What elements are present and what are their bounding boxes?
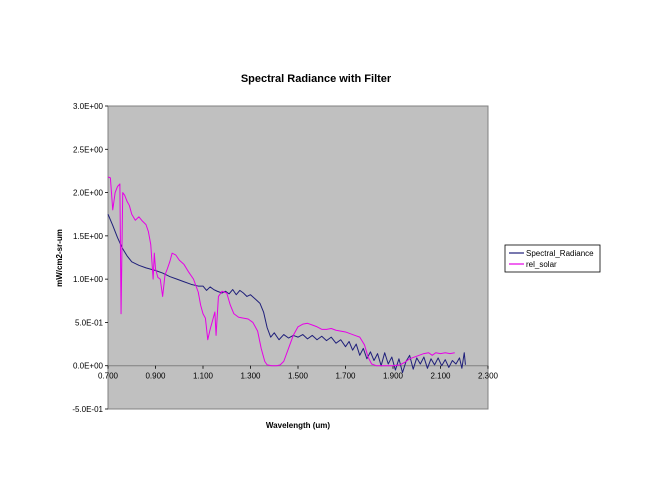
x-tick-label: 1.700 (335, 372, 356, 381)
y-tick-label: 2.5E+00 (73, 145, 104, 154)
plot-area (108, 106, 488, 409)
x-tick-label: 1.900 (383, 372, 404, 381)
legend-label-spectral-radiance: Spectral_Radiance (526, 249, 594, 258)
legend: Spectral_Radiance rel_solar (505, 245, 600, 272)
y-tick-label: 1.0E+00 (73, 275, 104, 284)
x-tick-label: 1.500 (288, 372, 309, 381)
legend-label-rel-solar: rel_solar (526, 260, 557, 269)
x-tick-label: 0.700 (98, 372, 119, 381)
y-tick-label: 0.0E+00 (73, 362, 104, 371)
x-tick-label: 0.900 (145, 372, 166, 381)
x-axis-title: Wavelength (um) (266, 421, 330, 430)
chart-title: Spectral Radiance with Filter (241, 73, 392, 85)
y-tick-label: 3.0E+00 (73, 102, 104, 111)
y-axis: -5.0E-01 0.0E+00 5.0E-01 1.0E+00 1.5E+00 2.0E… (72, 102, 108, 414)
y-tick-label: -5.0E-01 (72, 405, 103, 414)
y-tick-label: 5.0E-01 (75, 318, 104, 327)
y-axis-title: mW/cm2-sr-um (55, 229, 64, 287)
x-tick-label: 1.100 (193, 372, 214, 381)
y-tick-label: 2.0E+00 (73, 189, 104, 198)
x-tick-label: 2.100 (430, 372, 451, 381)
x-tick-label: 2.300 (478, 372, 499, 381)
x-tick-label: 1.300 (240, 372, 261, 381)
y-tick-label: 1.5E+00 (73, 232, 104, 241)
